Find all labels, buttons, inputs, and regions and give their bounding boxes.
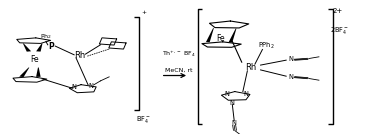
Polygon shape bbox=[206, 28, 214, 42]
Text: N: N bbox=[224, 91, 229, 97]
Text: N: N bbox=[243, 91, 248, 97]
Text: Rh: Rh bbox=[246, 63, 257, 72]
Text: N: N bbox=[288, 74, 293, 80]
Text: P: P bbox=[49, 42, 54, 51]
Text: PPh$_2$: PPh$_2$ bbox=[258, 40, 274, 50]
Polygon shape bbox=[23, 43, 31, 52]
Text: 2+: 2+ bbox=[333, 8, 343, 14]
Text: Ph$_2$: Ph$_2$ bbox=[40, 32, 52, 41]
Text: N: N bbox=[232, 120, 237, 126]
Polygon shape bbox=[19, 68, 29, 77]
Polygon shape bbox=[36, 68, 40, 77]
Text: Fe: Fe bbox=[30, 55, 39, 64]
Text: Rh: Rh bbox=[74, 51, 85, 60]
Text: N: N bbox=[89, 83, 93, 89]
Text: MeCN, rt: MeCN, rt bbox=[165, 68, 192, 73]
Text: N: N bbox=[230, 100, 235, 106]
Text: $^+$: $^+$ bbox=[140, 10, 148, 18]
Text: N: N bbox=[72, 84, 77, 90]
Text: Th$^{+,-}$ BF$_4$: Th$^{+,-}$ BF$_4$ bbox=[162, 49, 195, 59]
Text: Fe: Fe bbox=[217, 34, 225, 43]
Text: 2BF$_4^-$: 2BF$_4^-$ bbox=[330, 25, 349, 36]
Text: N: N bbox=[288, 56, 293, 63]
Polygon shape bbox=[229, 28, 237, 43]
Text: BF$_4^-$: BF$_4^-$ bbox=[136, 114, 151, 125]
Polygon shape bbox=[36, 43, 42, 52]
